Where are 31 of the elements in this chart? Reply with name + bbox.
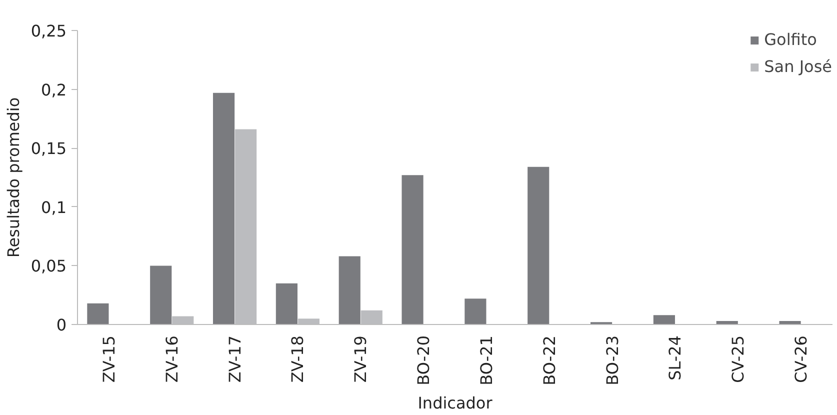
bar bbox=[653, 315, 675, 324]
x-tick-label: ZV-19 bbox=[351, 335, 370, 383]
legend-label: San José bbox=[764, 57, 832, 76]
x-tick-label: CV-26 bbox=[792, 336, 811, 383]
x-tick-label: CV-25 bbox=[728, 336, 748, 383]
bar bbox=[402, 175, 424, 324]
bar bbox=[276, 283, 298, 324]
y-tick-label: 0 bbox=[56, 316, 67, 334]
x-tick-label: BO-22 bbox=[540, 335, 559, 386]
x-tick-label: ZV-18 bbox=[288, 335, 308, 383]
x-tick-label: BO-21 bbox=[476, 335, 496, 386]
bar bbox=[150, 266, 172, 324]
bar bbox=[464, 298, 486, 324]
bar bbox=[338, 256, 360, 324]
bar bbox=[212, 92, 235, 324]
x-tick-label: ZV-16 bbox=[162, 335, 182, 383]
y-tick-label: 0,1 bbox=[41, 198, 67, 217]
bar bbox=[528, 166, 550, 324]
bar bbox=[87, 303, 109, 324]
y-axis-title: Resultado promedio bbox=[4, 97, 23, 258]
x-axis-title: Indicador bbox=[418, 393, 493, 412]
x-tick-label: BO-23 bbox=[602, 335, 622, 386]
x-tick-label: ZV-15 bbox=[99, 335, 118, 383]
x-tick-label: ZV-17 bbox=[225, 335, 244, 383]
y-tick-label: 0,05 bbox=[30, 256, 66, 276]
y-tick-label: 0,15 bbox=[30, 139, 66, 158]
legend-label: Golfito bbox=[764, 30, 817, 49]
x-tick-label: SL-24 bbox=[666, 336, 685, 380]
y-tick-label: 0,2 bbox=[41, 80, 67, 100]
x-tick-label: BO-20 bbox=[414, 335, 434, 386]
y-tick-label: 0,25 bbox=[30, 22, 66, 40]
